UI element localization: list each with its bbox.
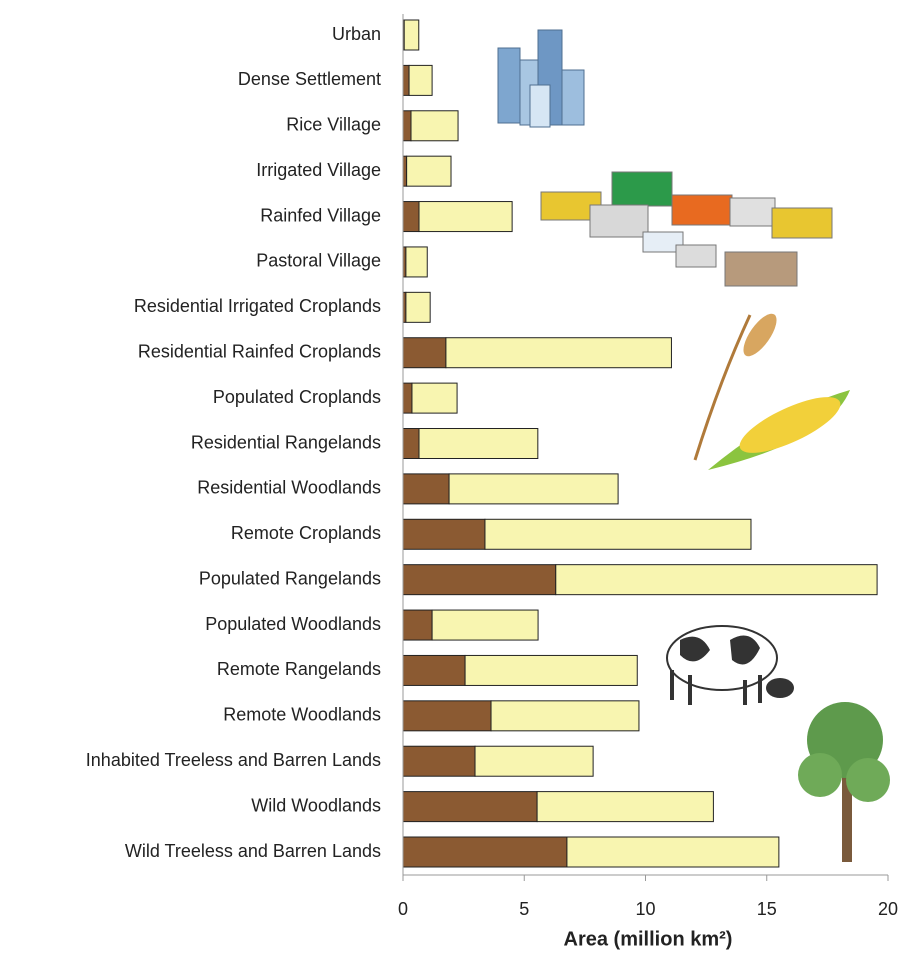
y-tick-label: Residential Rainfed Croplands [138,341,381,361]
bar-segment [555,564,878,596]
bar-segment [566,836,780,868]
y-tick-label: Populated Rangelands [199,568,381,588]
y-tick-label: Remote Rangelands [217,659,381,679]
bar-segment [402,201,420,233]
bar-segment [402,700,492,732]
bar-segment [402,791,538,823]
x-tick-label: 0 [398,899,408,919]
y-tick-label: Wild Woodlands [251,795,381,815]
bar-segment [405,291,431,323]
x-tick-label: 5 [519,899,529,919]
bar-segment [464,654,638,686]
y-tick-label: Pastoral Village [256,251,381,271]
y-tick-label: Irrigated Village [256,160,381,180]
bar-segment [402,337,447,369]
bar-segment [490,700,640,732]
bar-segment [410,110,459,142]
y-tick-label: Residential Woodlands [197,478,381,498]
y-tick-label: Dense Settlement [238,69,381,89]
bar-segment [402,609,433,641]
y-tick-label: Remote Croplands [231,523,381,543]
bar-segment [408,64,433,96]
bar-segment [474,745,594,777]
y-tick-label: Populated Woodlands [205,614,381,634]
x-tick-label: 15 [757,899,777,919]
bar-segment [402,654,466,686]
decoration [497,29,890,862]
bar-segment [403,19,420,51]
y-tick-label: Remote Woodlands [223,705,381,725]
bar-segment [402,564,557,596]
bar-segment [402,745,476,777]
bar-segment [445,337,672,369]
x-tick-label: 20 [878,899,898,919]
y-tick-label: Wild Treeless and Barren Lands [125,841,381,861]
bar-segment [402,473,450,505]
bar-segment [411,382,458,414]
y-tick-label: Residential Irrigated Croplands [134,296,381,316]
bar-segment [431,609,539,641]
y-tick-label: Inhabited Treeless and Barren Lands [86,750,381,770]
y-tick-label: Populated Croplands [213,387,381,407]
bar-segment [484,518,752,550]
y-tick-label: Rice Village [286,115,381,135]
bar-segment [402,110,412,142]
bar-segment [402,64,410,96]
bar-segment [402,836,568,868]
bar-segment [418,428,539,459]
bar-segment [448,473,619,505]
bar-segment [402,518,486,550]
bar-segment [406,155,452,187]
bar-segment [402,155,408,187]
bar-segment [405,246,428,278]
bar-segment [402,428,420,459]
bar-segment [536,791,714,823]
x-axis-label: Area (million km²) [564,928,733,950]
y-tick-label: Rainfed Village [260,205,381,225]
y-tick-label: Residential Rangelands [191,432,381,452]
bar-segment [402,382,413,414]
x-tick-label: 10 [635,899,655,919]
bar-segment [418,201,513,233]
y-tick-label: Urban [332,24,381,44]
